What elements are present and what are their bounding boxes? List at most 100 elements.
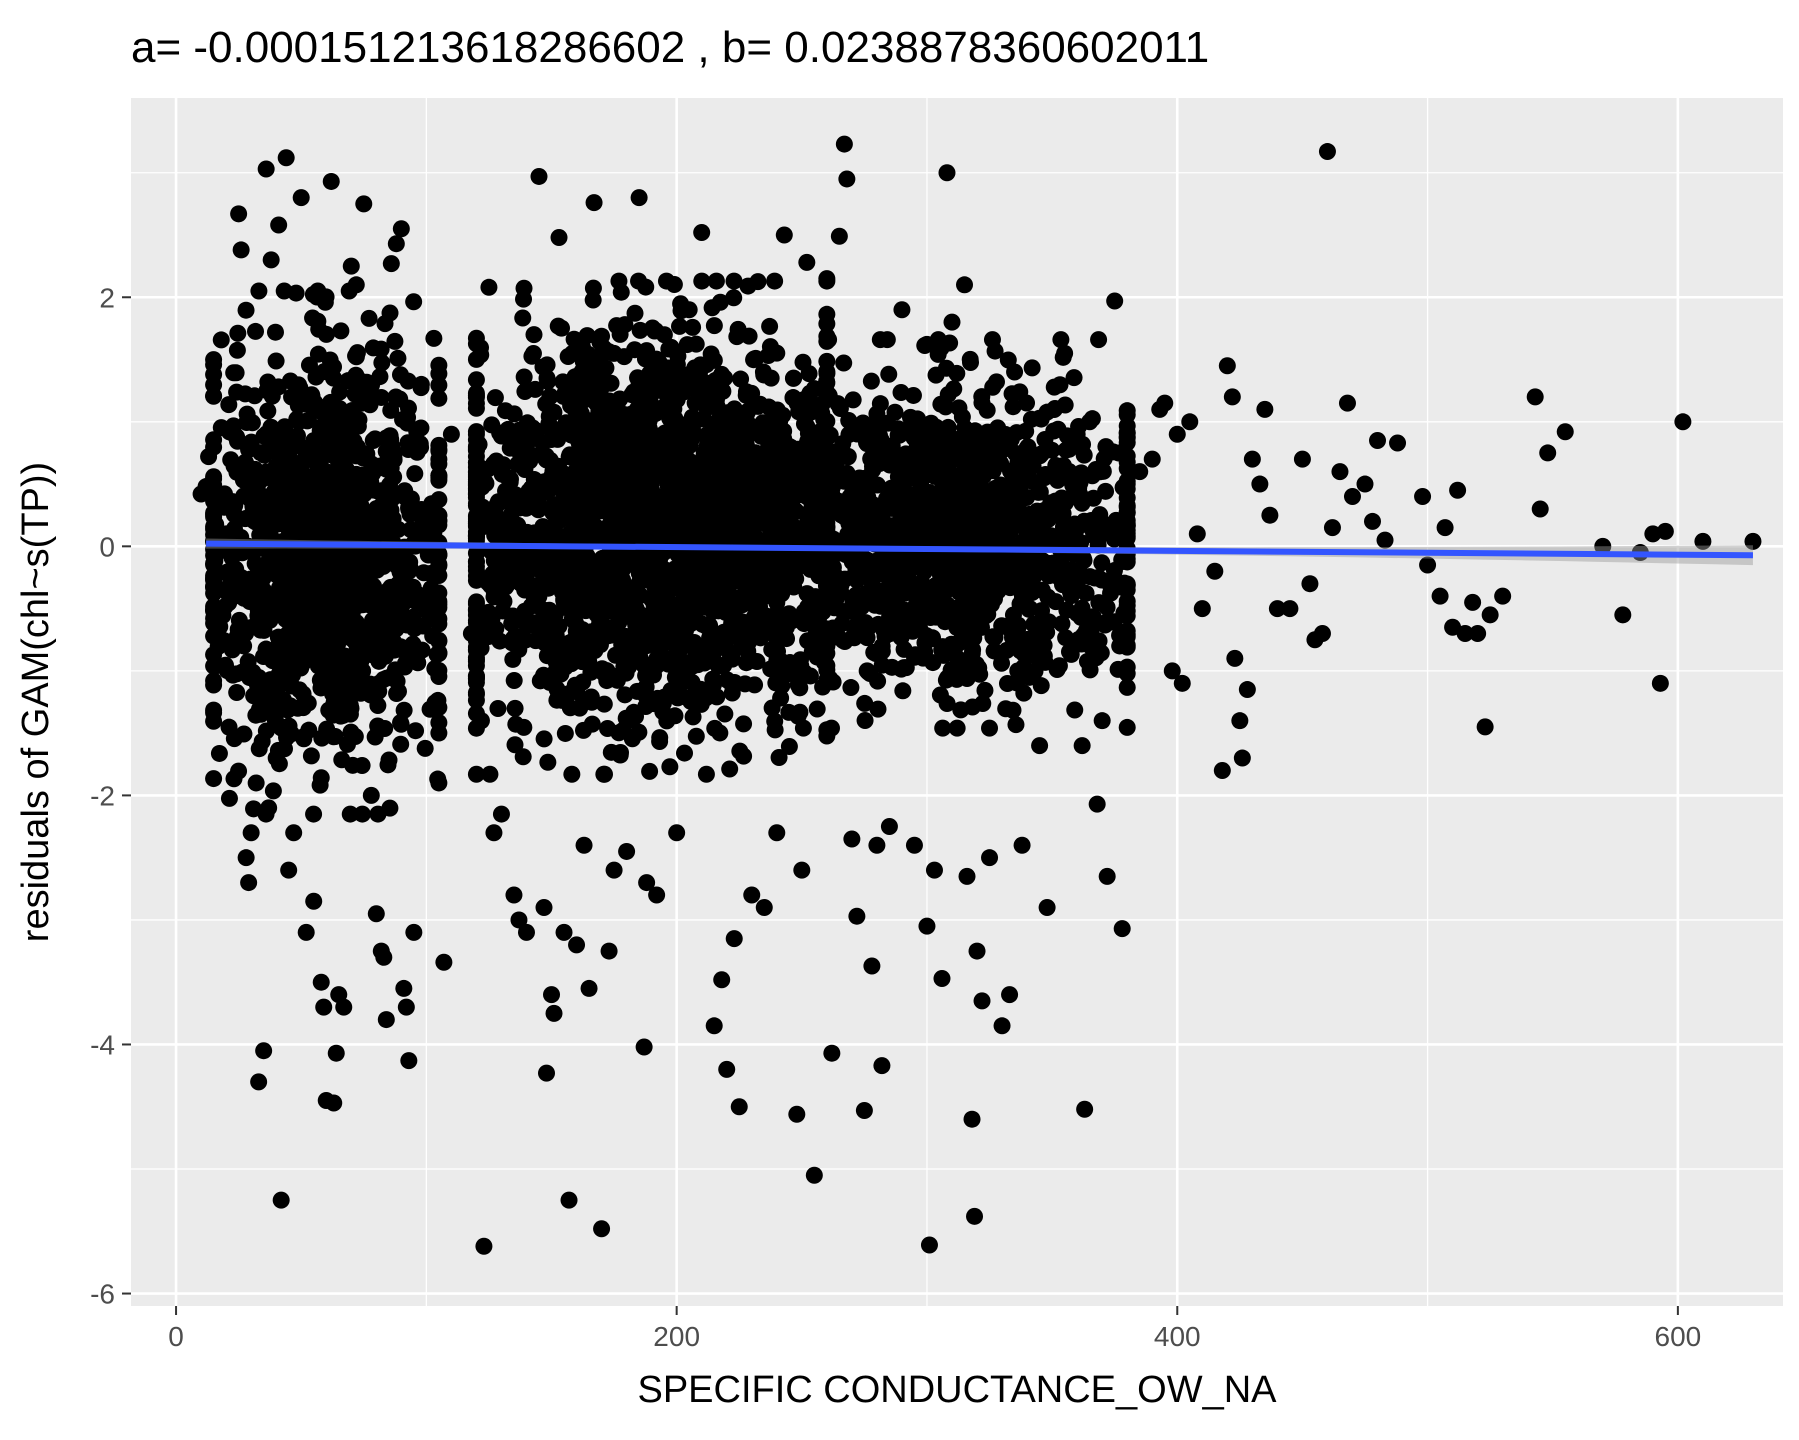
- data-point: [646, 359, 664, 377]
- data-point: [562, 655, 580, 673]
- data-point: [355, 195, 373, 213]
- data-point: [560, 505, 578, 523]
- data-point: [387, 388, 405, 406]
- data-point: [963, 606, 981, 624]
- data-point: [1256, 400, 1274, 418]
- data-point: [362, 786, 380, 804]
- data-point: [1006, 494, 1024, 512]
- data-point: [227, 364, 245, 382]
- data-point: [258, 425, 276, 443]
- data-point: [267, 352, 285, 370]
- data-point: [278, 478, 296, 496]
- data-point: [950, 399, 968, 417]
- data-point: [878, 331, 896, 349]
- data-point: [635, 1038, 653, 1056]
- data-point: [1006, 363, 1024, 381]
- data-point: [829, 395, 847, 413]
- data-point: [1040, 567, 1058, 585]
- data-point: [628, 410, 646, 428]
- data-point: [883, 591, 901, 609]
- data-point: [1015, 684, 1033, 702]
- data-point: [1014, 658, 1032, 676]
- data-point: [584, 291, 602, 309]
- data-point: [313, 729, 331, 747]
- data-point: [1223, 388, 1241, 406]
- data-point: [414, 617, 432, 635]
- data-point: [725, 272, 743, 290]
- data-point: [299, 502, 317, 520]
- data-point: [927, 608, 945, 626]
- data-point: [768, 414, 786, 432]
- data-point: [668, 824, 686, 842]
- data-point: [334, 494, 352, 512]
- data-point: [327, 1044, 345, 1062]
- data-point: [1036, 653, 1054, 671]
- data-point: [486, 389, 504, 407]
- data-point: [970, 659, 988, 677]
- data-point: [346, 727, 364, 745]
- data-point: [1056, 344, 1074, 362]
- data-point: [435, 953, 453, 971]
- data-point: [346, 385, 364, 403]
- data-point: [538, 1064, 556, 1082]
- data-point: [241, 570, 259, 588]
- data-point: [252, 583, 270, 601]
- data-point: [1188, 525, 1206, 543]
- data-point: [746, 676, 764, 694]
- data-point: [687, 727, 705, 745]
- data-point: [467, 371, 485, 389]
- data-point: [574, 378, 592, 396]
- data-point: [405, 293, 423, 311]
- data-point: [442, 425, 460, 443]
- data-point: [1251, 475, 1269, 493]
- data-point: [298, 470, 316, 488]
- data-point: [467, 387, 485, 405]
- data-point: [622, 602, 640, 620]
- data-point: [535, 898, 553, 916]
- data-point: [593, 1220, 611, 1238]
- data-point: [360, 520, 378, 538]
- data-point: [705, 1017, 723, 1035]
- data-point: [778, 452, 796, 470]
- data-point: [830, 227, 848, 245]
- data-point: [200, 448, 218, 466]
- data-point: [480, 278, 498, 296]
- data-point: [332, 322, 350, 340]
- data-point: [904, 486, 922, 504]
- data-point: [871, 455, 889, 473]
- data-point: [1093, 712, 1111, 730]
- data-point: [749, 273, 767, 291]
- data-point: [693, 223, 711, 241]
- data-point: [768, 824, 786, 842]
- data-point: [560, 685, 578, 703]
- data-point: [315, 998, 333, 1016]
- data-point: [1000, 427, 1018, 445]
- data-point: [472, 712, 490, 730]
- data-point: [820, 331, 838, 349]
- data-point: [610, 319, 628, 337]
- data-point: [1156, 394, 1174, 412]
- data-point: [631, 559, 649, 577]
- data-point: [255, 1042, 273, 1060]
- data-point: [412, 375, 430, 393]
- data-point: [197, 478, 215, 496]
- data-point: [1060, 440, 1078, 458]
- data-point: [515, 290, 533, 308]
- data-point: [670, 649, 688, 667]
- data-point: [346, 652, 364, 670]
- data-point: [381, 476, 399, 494]
- data-point: [938, 164, 956, 182]
- data-point: [762, 369, 780, 387]
- data-point: [926, 467, 944, 485]
- data-point: [868, 836, 886, 854]
- data-point: [527, 525, 545, 543]
- data-point: [350, 411, 368, 429]
- data-point: [326, 727, 344, 745]
- data-point: [280, 717, 298, 735]
- data-point: [467, 425, 485, 443]
- data-point: [895, 640, 913, 658]
- data-point: [220, 594, 238, 612]
- data-point: [691, 583, 709, 601]
- data-point: [637, 633, 655, 651]
- data-point: [889, 625, 907, 643]
